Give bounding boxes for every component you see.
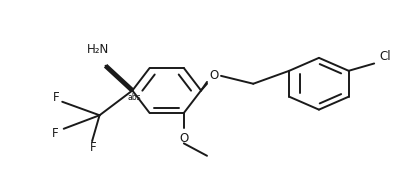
Text: F: F [53,127,59,140]
Text: abs: abs [128,93,141,102]
Text: Cl: Cl [379,50,391,63]
Text: F: F [53,91,60,104]
Text: O: O [210,69,219,82]
Text: F: F [90,141,97,154]
Text: O: O [179,132,188,145]
Text: H₂N: H₂N [87,43,109,56]
